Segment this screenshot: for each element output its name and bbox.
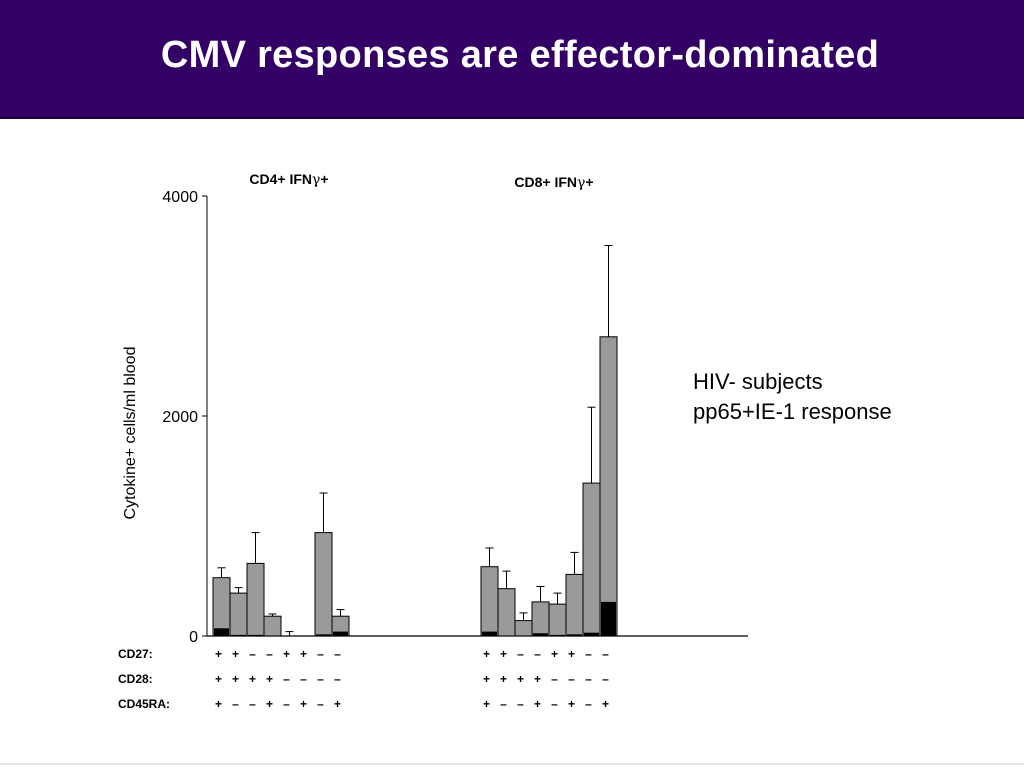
marker: + bbox=[300, 697, 307, 711]
marker: + bbox=[232, 647, 239, 661]
panel-title-greek: γ bbox=[577, 175, 585, 191]
row-label: CD28: bbox=[118, 672, 153, 686]
marker: – bbox=[249, 697, 256, 711]
marker: + bbox=[215, 647, 222, 661]
marker: – bbox=[517, 647, 524, 661]
subject-note: HIV- subjects bbox=[693, 369, 823, 394]
marker: + bbox=[568, 647, 575, 661]
bar-dark-segment bbox=[550, 634, 565, 636]
marker: + bbox=[500, 647, 507, 661]
marker: – bbox=[317, 697, 324, 711]
marker: – bbox=[534, 647, 541, 661]
bar bbox=[582, 482, 601, 637]
marker: + bbox=[334, 697, 341, 711]
marker: + bbox=[300, 647, 307, 661]
marker: – bbox=[568, 672, 575, 686]
marker: + bbox=[551, 647, 558, 661]
marker: + bbox=[266, 697, 273, 711]
bar bbox=[548, 603, 567, 637]
bar bbox=[497, 588, 516, 637]
bar-dark-segment bbox=[316, 634, 331, 636]
marker: + bbox=[534, 672, 541, 686]
bar-dark-segment bbox=[333, 631, 348, 636]
y-tick-label: 2000 bbox=[162, 409, 198, 426]
marker: – bbox=[551, 697, 558, 711]
bar-dark-segment bbox=[499, 635, 514, 636]
bar-dark-segment bbox=[482, 631, 497, 636]
y-tick-label: 4000 bbox=[162, 189, 198, 206]
marker: – bbox=[266, 647, 273, 661]
y-axis-label: Cytokine+ cells/ml blood bbox=[122, 347, 139, 520]
row-label: CD45RA: bbox=[118, 697, 170, 711]
marker: – bbox=[232, 697, 239, 711]
slide-title: CMV responses are effector-dominated bbox=[160, 34, 880, 76]
y-tick-label: 0 bbox=[189, 629, 198, 646]
title-bar: CMV responses are effector-dominated bbox=[0, 0, 1024, 119]
bar bbox=[212, 577, 231, 637]
bar bbox=[263, 615, 282, 637]
bar-dark-segment bbox=[601, 601, 616, 636]
marker: – bbox=[283, 672, 290, 686]
bar bbox=[314, 532, 333, 637]
marker: + bbox=[283, 647, 290, 661]
bar bbox=[246, 562, 265, 637]
bar-dark-segment bbox=[516, 635, 531, 636]
marker: + bbox=[483, 697, 490, 711]
marker: + bbox=[215, 697, 222, 711]
marker: + bbox=[249, 672, 256, 686]
response-note: pp65+IE-1 response bbox=[693, 399, 892, 424]
marker: – bbox=[602, 672, 609, 686]
marker: + bbox=[232, 672, 239, 686]
panel-title-suffix: + bbox=[585, 174, 593, 190]
bar-dark-segment bbox=[231, 634, 246, 636]
marker: – bbox=[317, 672, 324, 686]
bar bbox=[565, 573, 584, 637]
marker: + bbox=[266, 672, 273, 686]
bar-dark-segment bbox=[265, 635, 280, 636]
marker: – bbox=[283, 697, 290, 711]
marker: – bbox=[585, 647, 592, 661]
marker: – bbox=[300, 672, 307, 686]
marker: + bbox=[568, 697, 575, 711]
bar bbox=[599, 336, 618, 637]
panel-title-greek: γ bbox=[312, 172, 320, 188]
marker: – bbox=[602, 647, 609, 661]
bar-dark-segment bbox=[584, 632, 599, 636]
marker: – bbox=[249, 647, 256, 661]
panel-title: CD4+ IFNγ+ bbox=[249, 171, 328, 188]
panel-title-prefix: CD4+ IFN bbox=[249, 171, 312, 187]
marker: – bbox=[551, 672, 558, 686]
marker: + bbox=[517, 672, 524, 686]
marker: – bbox=[500, 697, 507, 711]
bottom-rule bbox=[0, 763, 1024, 765]
marker: – bbox=[585, 672, 592, 686]
bar bbox=[531, 601, 550, 637]
marker: + bbox=[500, 672, 507, 686]
marker: – bbox=[317, 647, 324, 661]
bar-dark-segment bbox=[533, 633, 548, 636]
marker: + bbox=[602, 697, 609, 711]
bar-dark-segment bbox=[214, 628, 229, 636]
marker: + bbox=[483, 647, 490, 661]
bar bbox=[229, 592, 248, 637]
row-label: CD27: bbox=[118, 647, 153, 661]
marker: + bbox=[483, 672, 490, 686]
marker: – bbox=[517, 697, 524, 711]
panel-title-suffix: + bbox=[320, 171, 328, 187]
bar-dark-segment bbox=[248, 634, 263, 636]
marker: + bbox=[534, 697, 541, 711]
marker: – bbox=[585, 697, 592, 711]
marker: + bbox=[215, 672, 222, 686]
bar bbox=[514, 620, 533, 637]
bar bbox=[480, 566, 499, 637]
marker: – bbox=[334, 647, 341, 661]
marker: – bbox=[334, 672, 341, 686]
panel-title-prefix: CD8+ IFN bbox=[514, 174, 577, 190]
panel-title: CD8+ IFNγ+ bbox=[514, 174, 593, 191]
bar-dark-segment bbox=[567, 634, 582, 636]
